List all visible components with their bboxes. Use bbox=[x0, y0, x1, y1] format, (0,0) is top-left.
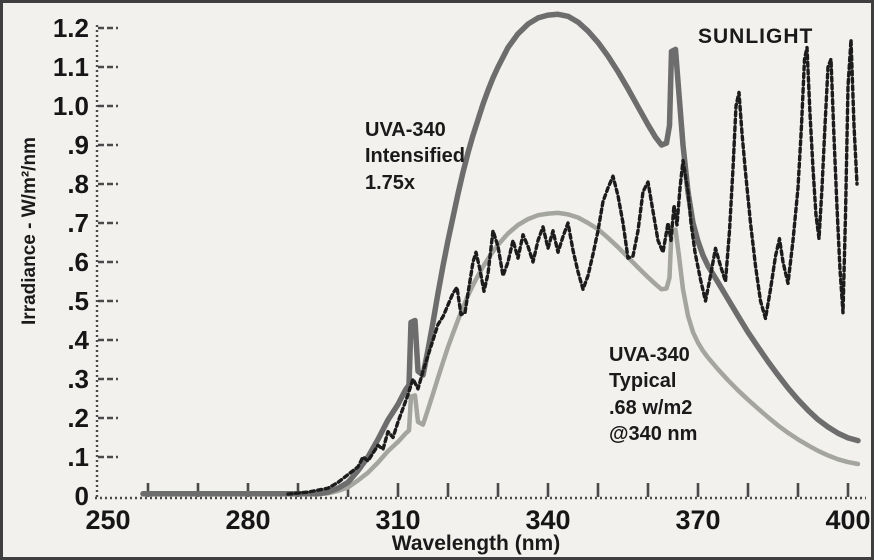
typical-label-line1: UVA-340 bbox=[609, 344, 690, 366]
intensified-label-line3: 1.75x bbox=[365, 171, 416, 194]
y-tick-label: 0 bbox=[75, 481, 89, 511]
y-tick-label: .9 bbox=[67, 130, 89, 160]
x-axis-title: Wavelength (nm) bbox=[391, 532, 561, 555]
y-tick-label: .1 bbox=[67, 442, 89, 472]
y-tick-label: .8 bbox=[67, 169, 89, 199]
y-tick-label: .4 bbox=[67, 325, 89, 355]
y-tick-label: 1.0 bbox=[53, 91, 89, 121]
x-tick-label: 370 bbox=[675, 505, 720, 535]
x-tick-label: 340 bbox=[525, 505, 570, 535]
y-tick-label: 1.1 bbox=[53, 52, 89, 82]
typical-label-line4: @340 nm bbox=[609, 423, 698, 446]
x-tick-label: 250 bbox=[85, 505, 130, 535]
y-tick-label: .7 bbox=[67, 208, 89, 238]
chart-canvas: 0 .1 .2 .3 .4 .5 .6 .7 .8 .9 1.0 1.1 1.2 250 280 310 340… bbox=[53, 11, 871, 535]
intensified-curve bbox=[140, 11, 861, 497]
typical-label-line2: Typical bbox=[609, 370, 677, 393]
typical-label-line3: .68 w/m2 bbox=[609, 396, 693, 419]
y-tick-label: .2 bbox=[67, 403, 89, 433]
y-axis-title: Irradiance - W/m²/nm bbox=[19, 137, 40, 325]
typical-series-label: UVA-340 Typical .68 w/m2 @340 nm bbox=[609, 342, 697, 448]
sunlight-curve bbox=[286, 38, 859, 496]
y-tick-label: 1.2 bbox=[53, 13, 89, 43]
intensified-series-label: UVA-340 Intensified 1.75x bbox=[365, 117, 465, 196]
intensified-label-line2: Intensified bbox=[365, 145, 466, 168]
x-tick-label: 310 bbox=[375, 505, 420, 535]
y-tick-label: .6 bbox=[67, 247, 89, 277]
x-tick-label: 280 bbox=[225, 505, 270, 535]
sunlight-series-label: SUNLIGHT bbox=[698, 25, 814, 48]
typical-curve bbox=[140, 210, 861, 497]
y-tick-label: .3 bbox=[67, 364, 89, 394]
x-tick-label: 400 bbox=[825, 505, 870, 535]
intensified-label-line1: UVA-340 bbox=[365, 119, 446, 141]
y-tick-label: .5 bbox=[67, 286, 89, 316]
